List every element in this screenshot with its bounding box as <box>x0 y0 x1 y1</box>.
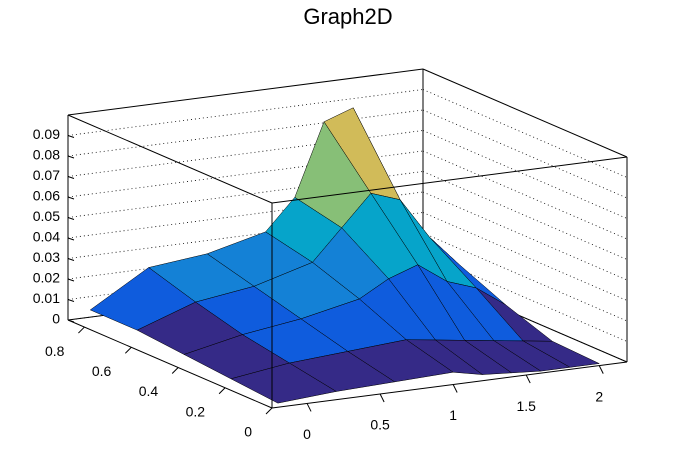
x-tick <box>306 403 312 412</box>
z-tick <box>67 299 75 302</box>
y-tick-label: 0.2 <box>186 403 206 419</box>
box-edge <box>67 114 273 204</box>
z-tick <box>67 278 75 282</box>
x-tick-label: 0 <box>303 426 311 442</box>
z-tick-label: 0.05 <box>33 208 60 224</box>
y-tick-label: 0.6 <box>92 363 112 379</box>
z-tick-label: 0.08 <box>33 147 60 163</box>
z-tick-label: 0.03 <box>33 249 60 265</box>
x-tick-label: 2 <box>595 388 603 404</box>
z-tick <box>67 135 75 138</box>
y-tick-label: 0.4 <box>139 383 159 399</box>
grid-line <box>422 109 628 199</box>
z-tick <box>67 155 75 159</box>
z-tick-label: 0.07 <box>33 167 60 183</box>
z-tick <box>67 176 75 179</box>
x-tick-label: 1.5 <box>516 398 536 414</box>
grid-line <box>422 89 628 178</box>
y-tick <box>124 346 132 354</box>
y-tick <box>265 407 273 415</box>
x-tick <box>379 393 385 403</box>
x-tick <box>525 374 531 384</box>
z-tick-label: 0 <box>52 311 60 327</box>
y-tick <box>218 387 226 395</box>
z-tick <box>67 237 75 241</box>
y-tick <box>78 326 85 334</box>
z-tick <box>67 258 75 261</box>
z-tick-label: 0.09 <box>33 126 60 142</box>
chart-title: Graph2D <box>303 4 392 29</box>
x-tick-label: 0.5 <box>370 417 390 433</box>
surface-cell <box>230 362 337 404</box>
z-tick-label: 0.06 <box>33 188 60 204</box>
z-tick <box>67 217 75 220</box>
x-tick <box>452 384 458 393</box>
box-edge <box>67 319 273 409</box>
box-edge <box>67 68 424 116</box>
z-tick-label: 0.04 <box>33 229 60 245</box>
box-edge <box>271 361 628 409</box>
z-tick-label: 0.01 <box>33 290 60 306</box>
y-tick <box>171 367 179 374</box>
x-tick-label: 1 <box>449 407 457 423</box>
x-tick <box>598 365 604 374</box>
y-tick-label: 0 <box>244 424 252 440</box>
box-edge <box>271 156 628 204</box>
z-tick <box>67 196 75 200</box>
grid-line <box>67 89 424 136</box>
z-tick-label: 0.02 <box>33 270 60 286</box>
box-edge <box>422 68 628 158</box>
y-tick-label: 0.8 <box>45 343 65 359</box>
